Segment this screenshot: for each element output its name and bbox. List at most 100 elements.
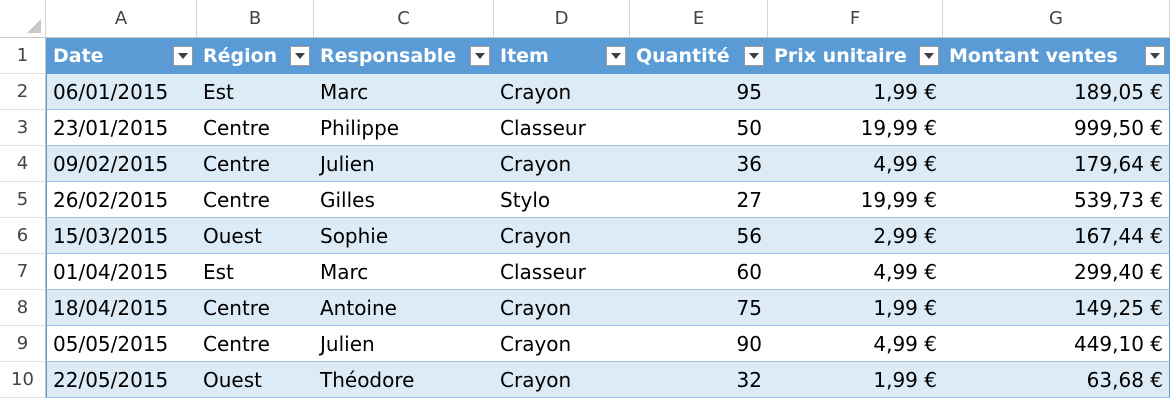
cell-montant-ventes[interactable]: 299,40 € (943, 254, 1170, 290)
cell-date[interactable]: 26/02/2015 (46, 182, 197, 218)
cell-region[interactable]: Centre (197, 290, 314, 326)
cell-quantite[interactable]: 95 (630, 74, 768, 110)
row-header[interactable]: 8 (0, 290, 46, 326)
column-header-a[interactable]: A (46, 0, 197, 38)
cell-responsable[interactable]: Julien (314, 326, 494, 362)
cell-region[interactable]: Ouest (197, 362, 314, 398)
cell-prix-unitaire[interactable]: 2,99 € (768, 218, 943, 254)
cell-montant-ventes[interactable]: 449,10 € (943, 326, 1170, 362)
table-row: 2 06/01/2015 Est Marc Crayon 95 1,99 € 1… (0, 74, 1170, 110)
cell-prix-unitaire[interactable]: 4,99 € (768, 254, 943, 290)
cell-date[interactable]: 23/01/2015 (46, 110, 197, 146)
cell-responsable[interactable]: Julien (314, 146, 494, 182)
cell-date[interactable]: 05/05/2015 (46, 326, 197, 362)
cell-region[interactable]: Est (197, 254, 314, 290)
table-row: 5 26/02/2015 Centre Gilles Stylo 27 19,9… (0, 182, 1170, 218)
cell-prix-unitaire[interactable]: 1,99 € (768, 74, 943, 110)
cell-quantite[interactable]: 56 (630, 218, 768, 254)
row-header[interactable]: 7 (0, 254, 46, 290)
cell-quantite[interactable]: 32 (630, 362, 768, 398)
cell-item[interactable]: Classeur (494, 110, 630, 146)
table-header-montant-ventes[interactable]: Montant ventes (943, 38, 1170, 74)
cell-prix-unitaire[interactable]: 19,99 € (768, 182, 943, 218)
cell-item[interactable]: Crayon (494, 218, 630, 254)
cell-date[interactable]: 09/02/2015 (46, 146, 197, 182)
sheet-rows: 1 Date Région Responsable Item Quantité … (0, 38, 1170, 398)
cell-quantite[interactable]: 50 (630, 110, 768, 146)
cell-responsable[interactable]: Marc (314, 74, 494, 110)
cell-date[interactable]: 06/01/2015 (46, 74, 197, 110)
table-header-responsable[interactable]: Responsable (314, 38, 494, 74)
cell-item[interactable]: Crayon (494, 362, 630, 398)
cell-date[interactable]: 15/03/2015 (46, 218, 197, 254)
cell-responsable[interactable]: Marc (314, 254, 494, 290)
cell-region[interactable]: Centre (197, 146, 314, 182)
cell-responsable[interactable]: Théodore (314, 362, 494, 398)
filter-dropdown-button[interactable] (606, 45, 626, 66)
cell-montant-ventes[interactable]: 189,05 € (943, 74, 1170, 110)
row-header[interactable]: 10 (0, 362, 46, 398)
cell-responsable[interactable]: Sophie (314, 218, 494, 254)
table-row: 4 09/02/2015 Centre Julien Crayon 36 4,9… (0, 146, 1170, 182)
column-header-b[interactable]: B (197, 0, 314, 38)
cell-quantite[interactable]: 60 (630, 254, 768, 290)
cell-prix-unitaire[interactable]: 1,99 € (768, 290, 943, 326)
table-header-quantite[interactable]: Quantité (630, 38, 768, 74)
cell-responsable[interactable]: Gilles (314, 182, 494, 218)
cell-quantite[interactable]: 90 (630, 326, 768, 362)
column-header-f[interactable]: F (768, 0, 943, 38)
cell-region[interactable]: Centre (197, 326, 314, 362)
column-header-e[interactable]: E (630, 0, 768, 38)
cell-item[interactable]: Stylo (494, 182, 630, 218)
header-label: Région (203, 44, 278, 67)
filter-dropdown-button[interactable] (173, 45, 193, 66)
cell-quantite[interactable]: 27 (630, 182, 768, 218)
cell-item[interactable]: Classeur (494, 254, 630, 290)
cell-montant-ventes[interactable]: 999,50 € (943, 110, 1170, 146)
cell-date[interactable]: 01/04/2015 (46, 254, 197, 290)
column-header-d[interactable]: D (494, 0, 630, 38)
cell-item[interactable]: Crayon (494, 326, 630, 362)
cell-item[interactable]: Crayon (494, 74, 630, 110)
row-header[interactable]: 5 (0, 182, 46, 218)
row-header[interactable]: 2 (0, 74, 46, 110)
row-header[interactable]: 1 (0, 38, 46, 74)
cell-prix-unitaire[interactable]: 4,99 € (768, 326, 943, 362)
filter-dropdown-button[interactable] (919, 45, 939, 66)
table-header-item[interactable]: Item (494, 38, 630, 74)
cell-montant-ventes[interactable]: 167,44 € (943, 218, 1170, 254)
table-header-prix-unitaire[interactable]: Prix unitaire (768, 38, 943, 74)
cell-quantite[interactable]: 75 (630, 290, 768, 326)
cell-responsable[interactable]: Philippe (314, 110, 494, 146)
cell-quantite[interactable]: 36 (630, 146, 768, 182)
row-header[interactable]: 6 (0, 218, 46, 254)
column-header-c[interactable]: C (314, 0, 494, 38)
filter-dropdown-button[interactable] (744, 45, 764, 66)
filter-dropdown-button[interactable] (290, 45, 310, 66)
cell-prix-unitaire[interactable]: 19,99 € (768, 110, 943, 146)
row-header[interactable]: 3 (0, 110, 46, 146)
table-header-date[interactable]: Date (46, 38, 197, 74)
select-all-corner[interactable] (0, 0, 46, 38)
cell-montant-ventes[interactable]: 179,64 € (943, 146, 1170, 182)
cell-item[interactable]: Crayon (494, 146, 630, 182)
cell-prix-unitaire[interactable]: 4,99 € (768, 146, 943, 182)
row-header[interactable]: 4 (0, 146, 46, 182)
filter-dropdown-button[interactable] (1145, 45, 1165, 66)
column-header-g[interactable]: G (943, 0, 1170, 38)
cell-montant-ventes[interactable]: 149,25 € (943, 290, 1170, 326)
row-header[interactable]: 9 (0, 326, 46, 362)
cell-region[interactable]: Ouest (197, 218, 314, 254)
cell-montant-ventes[interactable]: 539,73 € (943, 182, 1170, 218)
cell-date[interactable]: 18/04/2015 (46, 290, 197, 326)
cell-date[interactable]: 22/05/2015 (46, 362, 197, 398)
table-header-region[interactable]: Région (197, 38, 314, 74)
cell-region[interactable]: Centre (197, 182, 314, 218)
cell-responsable[interactable]: Antoine (314, 290, 494, 326)
filter-dropdown-button[interactable] (470, 45, 490, 66)
cell-prix-unitaire[interactable]: 1,99 € (768, 362, 943, 398)
cell-item[interactable]: Crayon (494, 290, 630, 326)
cell-montant-ventes[interactable]: 63,68 € (943, 362, 1170, 398)
cell-region[interactable]: Centre (197, 110, 314, 146)
cell-region[interactable]: Est (197, 74, 314, 110)
